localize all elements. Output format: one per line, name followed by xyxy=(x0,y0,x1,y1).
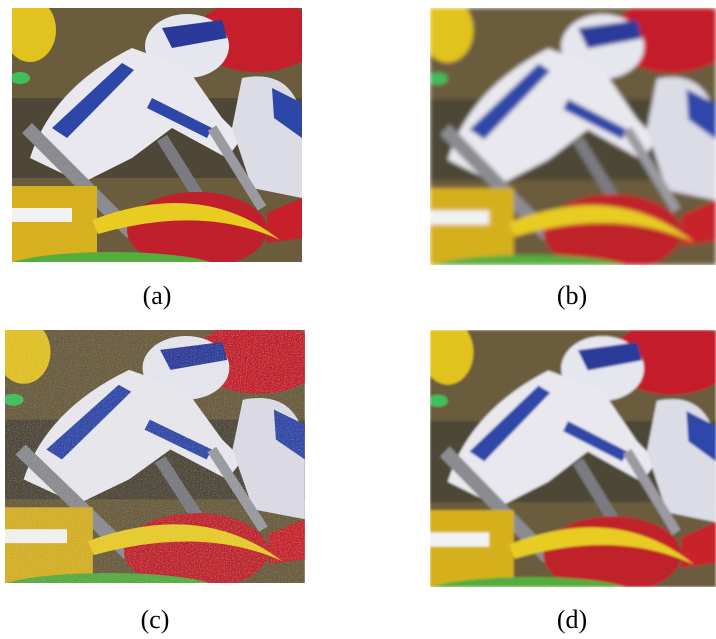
panel-label: (d) xyxy=(557,605,587,634)
panel-label: (a) xyxy=(143,281,172,310)
panel-a: (a) xyxy=(2,0,319,310)
panel-b: (b) xyxy=(420,0,716,310)
panel-c: (c) xyxy=(0,320,322,634)
panel-label: (c) xyxy=(141,605,170,634)
panel-label: (b) xyxy=(557,281,587,310)
panel-d: (d) xyxy=(420,320,716,634)
figure: (a) (b) (c) (d) xyxy=(0,0,716,639)
